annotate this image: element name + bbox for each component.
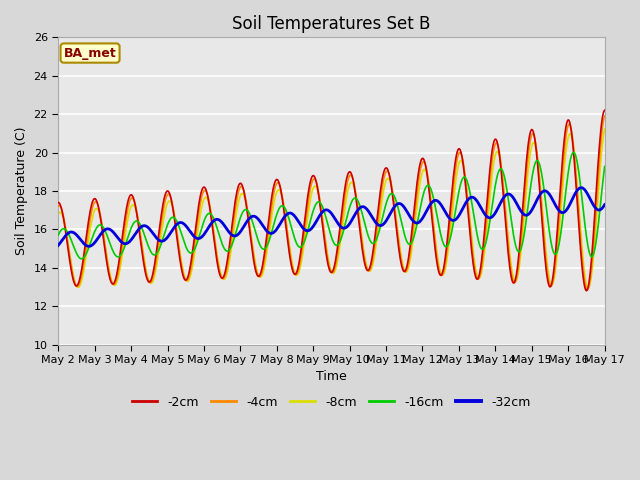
Title: Soil Temperatures Set B: Soil Temperatures Set B xyxy=(232,15,431,33)
Text: BA_met: BA_met xyxy=(64,47,116,60)
X-axis label: Time: Time xyxy=(316,371,347,384)
Legend: -2cm, -4cm, -8cm, -16cm, -32cm: -2cm, -4cm, -8cm, -16cm, -32cm xyxy=(127,391,536,414)
Y-axis label: Soil Temperature (C): Soil Temperature (C) xyxy=(15,127,28,255)
